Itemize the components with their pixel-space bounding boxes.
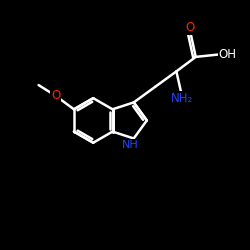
Text: NH: NH xyxy=(122,140,138,150)
Text: O: O xyxy=(51,89,60,102)
Text: OH: OH xyxy=(219,48,237,61)
Text: NH₂: NH₂ xyxy=(171,92,193,105)
Text: O: O xyxy=(186,21,195,34)
